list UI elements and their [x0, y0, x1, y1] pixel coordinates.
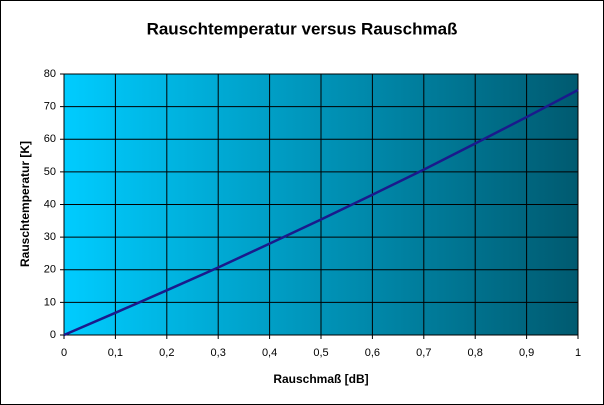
x-tick-label: 0,6	[365, 347, 380, 359]
x-tick-label: 1	[575, 347, 581, 359]
y-tick-label: 20	[44, 264, 56, 276]
y-axis-label: Rauschtemperatur [K]	[18, 141, 32, 267]
y-tick-label: 30	[44, 231, 56, 243]
y-tick-label: 80	[44, 68, 56, 80]
plot-border	[63, 73, 579, 336]
x-tick-label: 0,4	[262, 347, 277, 359]
chart-title: Rauschtemperatur versus Rauschmaß	[147, 19, 458, 38]
x-tick-label: 0,9	[519, 347, 534, 359]
x-tick-label: 0	[61, 347, 67, 359]
y-tick-label: 0	[50, 329, 56, 341]
x-tick-label: 0,1	[108, 347, 123, 359]
x-tick-label: 0,5	[313, 347, 328, 359]
x-tick-label: 0,8	[468, 347, 483, 359]
y-tick-label: 50	[44, 166, 56, 178]
x-axis-label: Rauschmaß [dB]	[273, 372, 368, 386]
x-tick-label: 0,7	[416, 347, 431, 359]
x-tick-label: 0,3	[211, 347, 226, 359]
data-line	[63, 88, 579, 337]
x-tick-label: 0,2	[159, 347, 174, 359]
y-tick-label: 70	[44, 101, 56, 113]
y-tick-label: 40	[44, 198, 56, 210]
y-tick-label: 60	[44, 133, 56, 145]
y-tick-label: 10	[44, 296, 56, 308]
